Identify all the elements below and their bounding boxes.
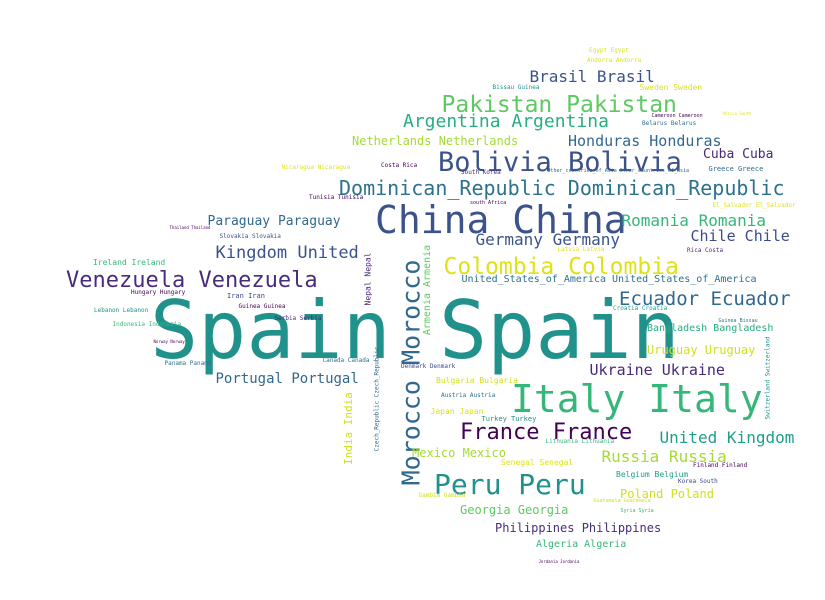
word-el-salvador-el-salvador: El_Salvador El_Salvador <box>712 202 796 209</box>
word-south-korea: South Korea <box>461 169 501 176</box>
word-finland-finland: Finland Finland <box>693 462 748 469</box>
word-iran-iran: Iran Iran <box>227 291 265 300</box>
word-canada-canada: Canada Canada <box>322 357 370 364</box>
word-armenia-armenia: Armenia Armenia <box>422 244 434 336</box>
word-bissau-guinea: Bissau Guinea <box>492 84 540 91</box>
word-spain-spain: Spain Spain <box>150 284 680 377</box>
word-nicaragua-nicaragua: Nicaragua Nicaragua <box>281 164 351 171</box>
word-switzerland-switzerland: Switzerland Switzerland <box>764 336 772 420</box>
word-ireland-ireland: Ireland Ireland <box>93 258 166 267</box>
word-kingdom-united: Kingdom United <box>215 242 359 263</box>
word-ukraine-ukraine: Ukraine Ukraine <box>589 360 725 379</box>
word-pakistan-pakistan: Pakistan Pakistan <box>441 91 677 118</box>
word-france-france: France France <box>460 420 633 445</box>
word-turkey-turkey: Turkey Turkey <box>481 414 537 423</box>
word-portugal-portugal: Portugal Portugal <box>215 371 359 387</box>
word-thailand-thailand: Thailand Thailand <box>169 225 211 230</box>
word-syria-syria: Syria Syria <box>620 507 654 514</box>
word-other-countries-of-asia-other-countries-of-asia: Other_countries_of_Asia Other_countries_… <box>547 167 689 174</box>
word-dominican-republic-dominican-republic: Dominican_Republic Dominican_Republic <box>339 176 785 200</box>
word-andorra-andorra: Andorra Andorra <box>587 57 642 64</box>
word-romania-romania: Romania Romania <box>621 211 767 230</box>
word-serbia-serbia: Serbia Serbia <box>274 315 322 322</box>
word-peru-peru: Peru Peru <box>434 468 586 501</box>
word-africa-south: Africa South <box>722 111 752 116</box>
word-costa-rica: Costa Rica <box>381 162 418 169</box>
word-egypt-egypt: Egypt Egypt <box>589 47 629 54</box>
word-nepal-nepal: Nepal Nepal <box>362 252 372 306</box>
word-korea-south: Korea South <box>678 478 718 485</box>
word-denmark-denmark: Denmark Denmark <box>401 363 456 370</box>
word-tunisia-tunisia: Tunisia Tunisia <box>309 194 364 201</box>
word-jordania-jordania: Jordania Jordania <box>538 559 580 564</box>
word-venezuela-venezuela: Venezuela Venezuela <box>66 268 318 293</box>
word-guatemala-guatemala: Guatemala Guatemala <box>593 497 651 504</box>
word-slovakia-slovakia: Slovakia Slovakia <box>219 233 281 240</box>
word-lithuania-lithuania: Lithuania Lithuania <box>545 438 615 445</box>
word-croatia-croatia: Croatia Croatia <box>613 305 668 312</box>
word-norway-norway: Norway Norway <box>153 339 185 344</box>
word-china-china: China China <box>375 198 627 242</box>
word-algeria-algeria: Algeria Algeria <box>536 539 627 550</box>
word-mexico-mexico: Mexico Mexico <box>412 446 506 460</box>
word-philippines-philippines: Philippines Philippines <box>495 521 662 535</box>
word-uruguay-uruguay: Uruguay Uruguay <box>647 343 756 357</box>
word-bangladesh-bangladesh: Bangladesh Bangladesh <box>647 323 774 334</box>
word-guinea-bissau: Guinea Bissau <box>718 317 758 324</box>
word-south-africa: south Africa <box>470 199 507 206</box>
word-netherlands-netherlands: Netherlands Netherlands <box>352 134 519 148</box>
word-india-india: India India <box>341 391 355 465</box>
word-germany-germany: Germany Germany <box>475 230 621 249</box>
word-panama-panama: Panama Panama <box>164 360 212 367</box>
word-chile-chile: Chile Chile <box>690 226 790 245</box>
word-brasil-brasil: Brasil Brasil <box>529 67 655 86</box>
word-russia-russia: Russia Russia <box>601 447 727 466</box>
word-belgium-belgium: Belgium Belgium <box>616 470 689 479</box>
word-japan-japan: Japan Japan <box>430 407 484 416</box>
word-argentina-argentina: Argentina Argentina <box>403 111 609 132</box>
word-austria-austria: Austria Austria <box>441 392 496 399</box>
word-honduras-honduras: Honduras Honduras <box>568 131 722 150</box>
word-united-states-of-america-united-states-of-america: United_States_of_America United_States_o… <box>461 274 757 285</box>
word-indonesia-indonesia: Indonesia Indonesia <box>112 321 182 328</box>
word-greece-greece: Greece Greece <box>708 164 764 173</box>
word-poland-poland: Poland Poland <box>620 487 714 501</box>
word-lebanon-lebanon: Lebanon Lebanon <box>94 307 149 314</box>
word-paraguay-paraguay: Paraguay Paraguay <box>207 213 341 229</box>
word-hungary-hungary: Hungary Hungary <box>131 289 186 296</box>
word-belarus-belarus: Belarus Belarus <box>642 120 697 127</box>
word-gambia-gambia: Gambia Gambia <box>418 492 466 499</box>
word-latvia-latvia: Latvia Latvia <box>557 246 605 253</box>
word-bulgaria-bulgaria: Bulgaria Bulgaria <box>436 376 518 385</box>
word-colombia-colombia: Colombia Colombia <box>443 253 679 280</box>
word-united-kingdom: United Kingdom <box>659 428 795 447</box>
word-bolivia-bolivia: Bolivia Bolivia <box>438 146 682 178</box>
word-italy-italy: Italy Italy <box>511 377 763 421</box>
word-senegal-senegal: Senegal Senegal <box>501 458 574 467</box>
word-georgia-georgia: Georgia Georgia <box>460 503 569 517</box>
word-czech-republic-czech-republic: Czech_Republic Czech_Republic <box>372 346 380 452</box>
word-guinea-guinea: Guinea Guinea <box>238 303 286 310</box>
word-cameroon-cameroon: Cameroon Cameroon <box>651 112 703 119</box>
word-ecuador-ecuador: Ecuador Ecuador <box>619 287 791 310</box>
word-sweden-sweden: Sweden Sweden <box>639 83 703 92</box>
word-cuba-cuba: Cuba Cuba <box>703 146 774 162</box>
word-rica-costa: Rica Costa <box>687 247 724 254</box>
